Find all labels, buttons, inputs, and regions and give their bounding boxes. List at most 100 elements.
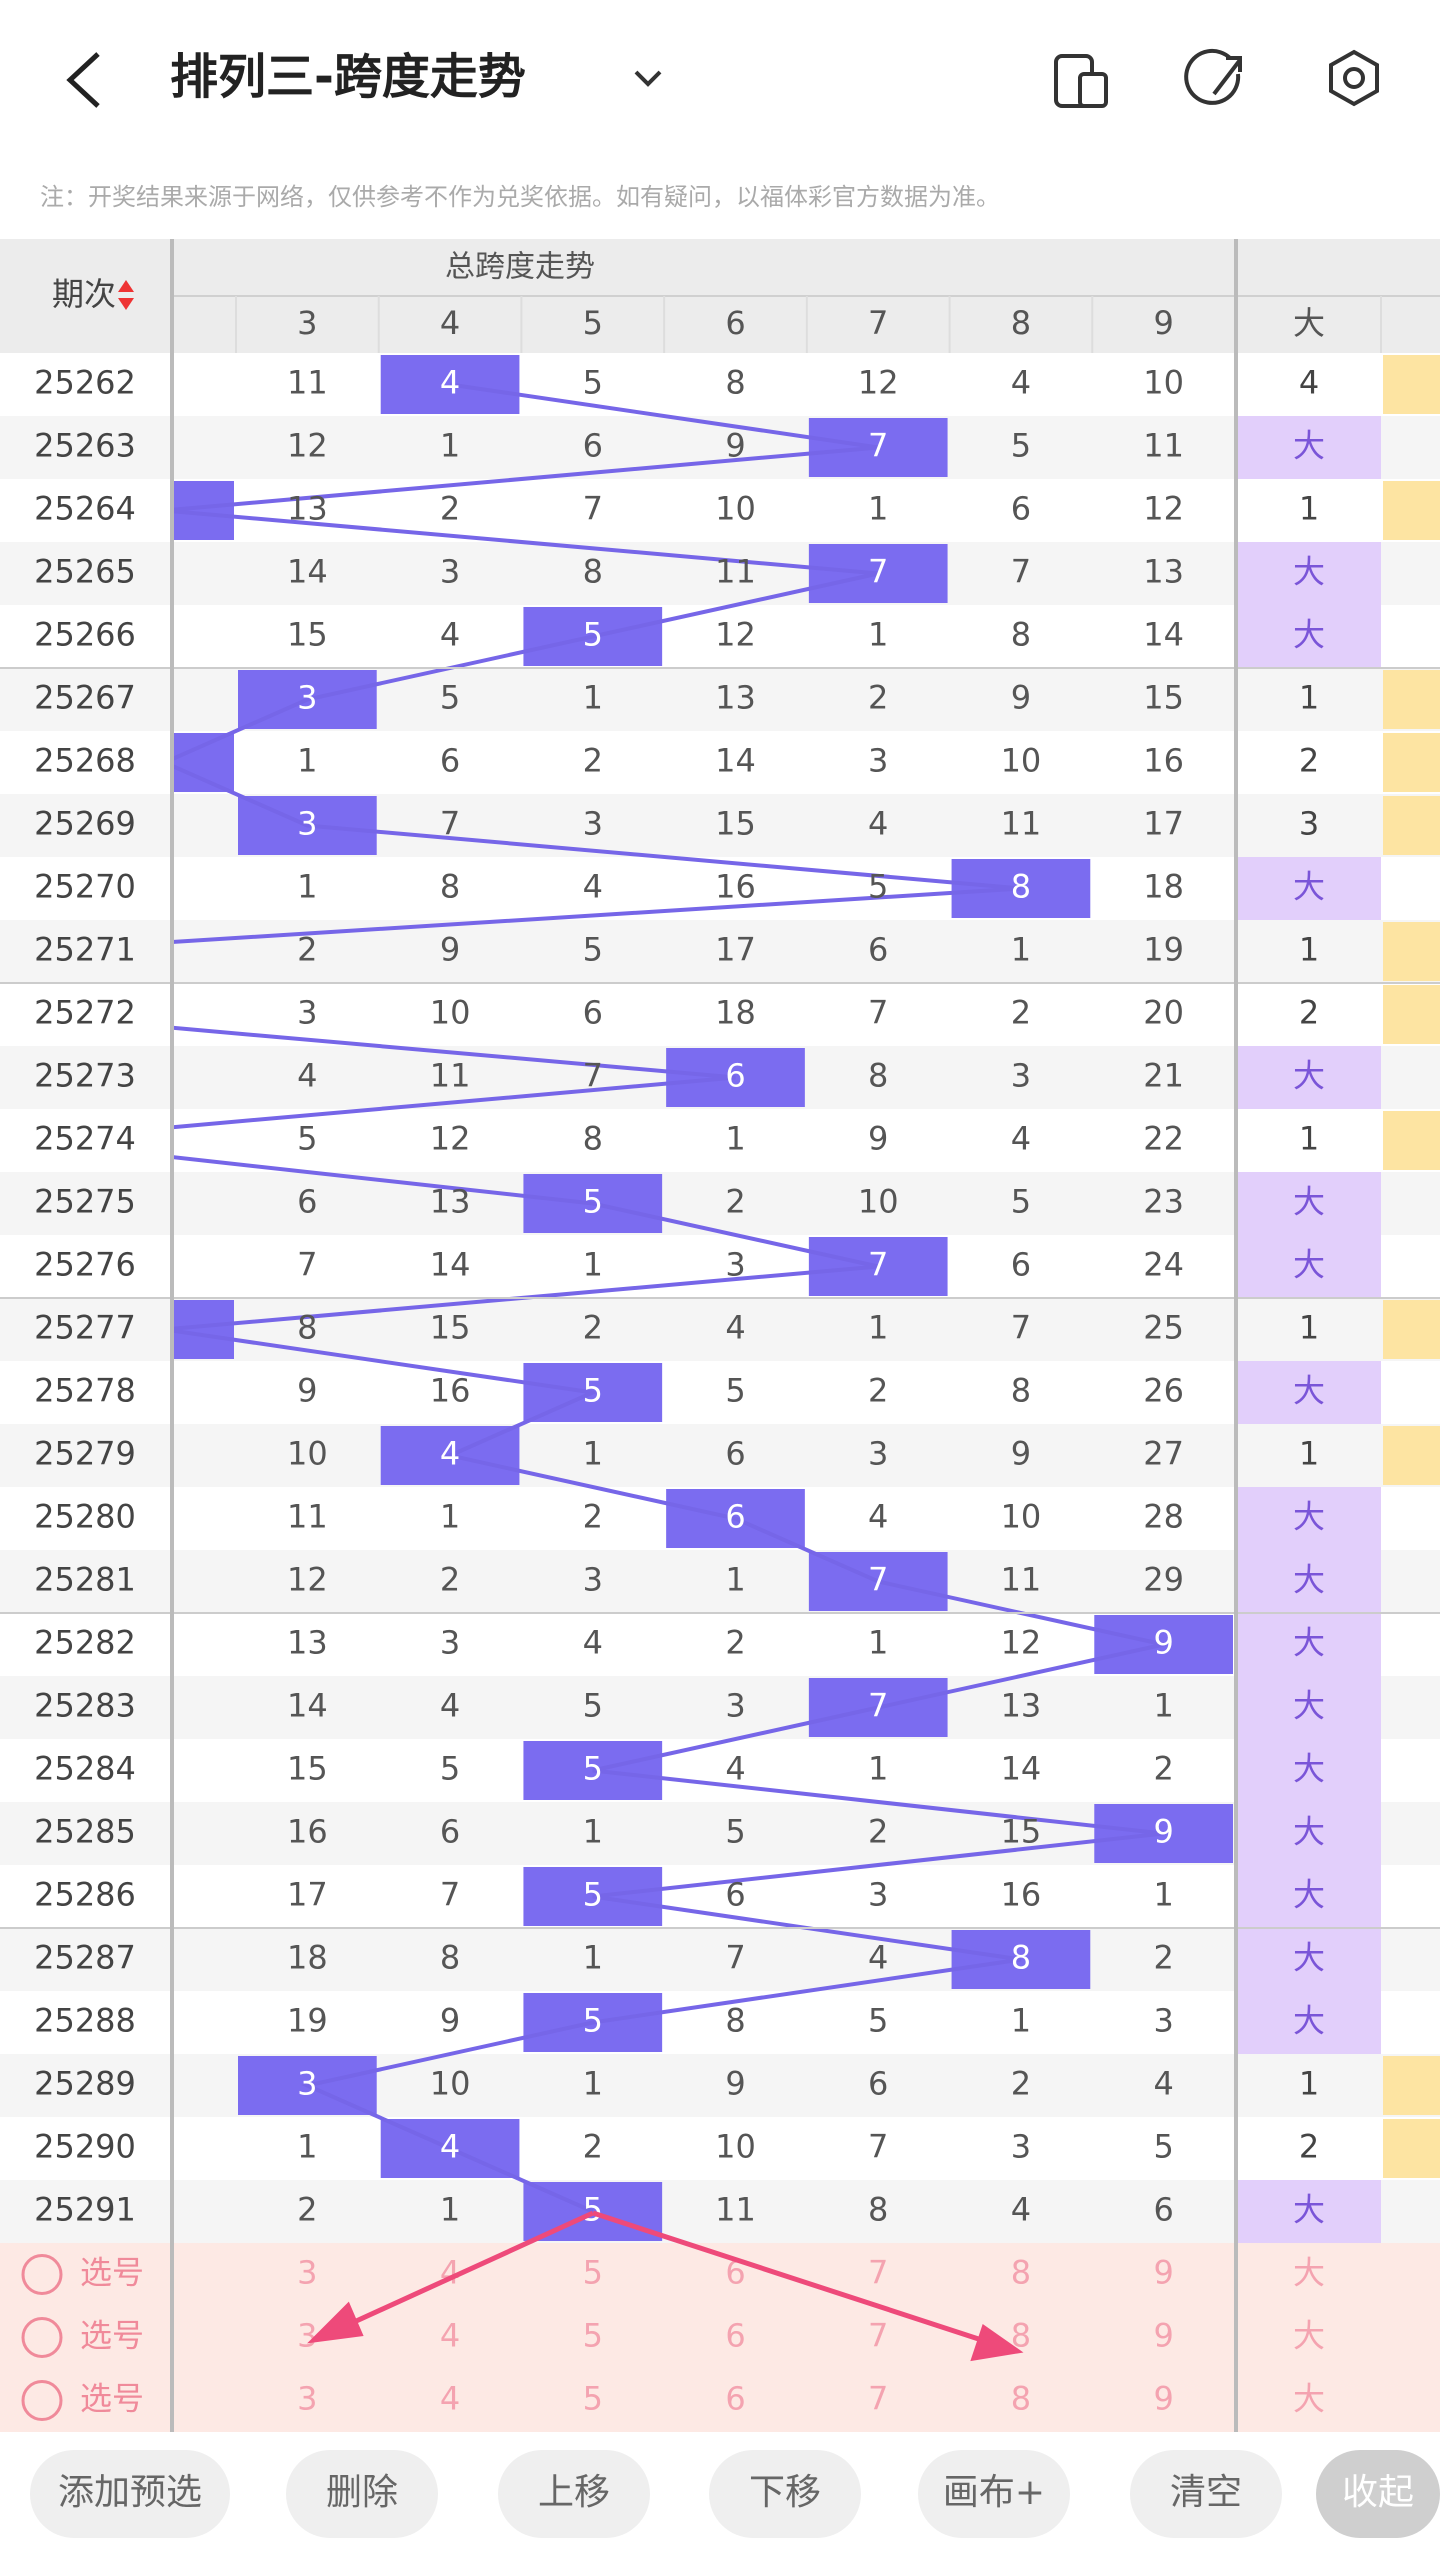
- dropdown[interactable]: [634, 70, 662, 87]
- period: 25280: [34, 1498, 136, 1536]
- cell-number: 11: [1143, 427, 1184, 465]
- button[interactable]: [1130, 2450, 1282, 2538]
- button[interactable]: [30, 2450, 230, 2538]
- last-cell: 大: [1293, 1372, 1325, 1410]
- period: 25291: [34, 2191, 136, 2229]
- period: 25270: [34, 868, 136, 906]
- button-label[interactable]: 收起: [1342, 2472, 1414, 2513]
- cell-number: 1: [1153, 1687, 1173, 1725]
- cell-number: 3: [725, 1246, 745, 1284]
- cell-number: 12: [287, 1561, 328, 1599]
- period: 25267: [34, 679, 136, 717]
- row-bg: [0, 2054, 1440, 2117]
- cell-number: 5: [725, 1372, 745, 1410]
- cell-number: 10: [287, 1435, 328, 1473]
- icon-settings[interactable]: [1329, 49, 1379, 107]
- cell-number: 1: [583, 1246, 603, 1284]
- button-label[interactable]: 下移: [749, 2472, 821, 2513]
- period: 25274: [34, 1120, 136, 1158]
- select-number: 8: [1011, 2380, 1031, 2418]
- cell-number: 26: [1143, 1372, 1184, 1410]
- cell-number: 6: [583, 427, 603, 465]
- cell-number: 4: [440, 1687, 460, 1725]
- last-cell: 大: [1293, 1624, 1325, 1662]
- cell-number: 4: [1153, 2065, 1173, 2103]
- hit-number: 3: [297, 679, 317, 717]
- big-cell: [1238, 1550, 1381, 1613]
- cell-number: 10: [858, 1183, 899, 1221]
- hit-number: 9: [1153, 1813, 1173, 1851]
- cell-number: 15: [287, 616, 328, 654]
- cell-number: 6: [725, 1435, 745, 1473]
- period: 25262: [34, 364, 136, 402]
- period-bg: [0, 1739, 171, 1802]
- select-last: 大: [1293, 2254, 1325, 2292]
- select-number: 5: [583, 2317, 603, 2355]
- cell-number: 6: [440, 1813, 460, 1851]
- period-bg: [0, 353, 171, 416]
- big-cell: [1238, 2180, 1381, 2243]
- hit-number: 5: [583, 616, 603, 654]
- cell-number: 1: [1011, 931, 1031, 969]
- cell-number: 1: [440, 427, 460, 465]
- last-cell: 2: [1299, 994, 1319, 1032]
- button-label[interactable]: 添加预选: [58, 2472, 202, 2513]
- cell-number: 8: [440, 868, 460, 906]
- button[interactable]: [1316, 2450, 1440, 2538]
- select-number: 9: [1153, 2317, 1173, 2355]
- cell-number: 27: [1143, 1435, 1184, 1473]
- cell-number: 19: [1143, 931, 1184, 969]
- cell-number: 11: [715, 553, 756, 591]
- row-bg: [0, 1424, 1440, 1487]
- button-label[interactable]: 删除: [326, 2472, 398, 2513]
- cell-number: 18: [287, 1939, 328, 1977]
- cell-number: 7: [583, 490, 603, 528]
- column-header: 3: [297, 304, 317, 342]
- back-button[interactable]: [66, 52, 100, 108]
- big-cell: [1238, 1991, 1381, 2054]
- button[interactable]: [709, 2450, 861, 2538]
- select-number: 7: [868, 2317, 888, 2355]
- last-cell: 大: [1293, 616, 1325, 654]
- last-cell: 大: [1293, 1183, 1325, 1221]
- cell-number: 1: [583, 2065, 603, 2103]
- button-label[interactable]: 清空: [1170, 2472, 1242, 2513]
- button[interactable]: [286, 2450, 438, 2538]
- cell-number: 21: [1143, 1057, 1184, 1095]
- cell-number: 1: [1153, 1876, 1173, 1914]
- cell-number: 12: [1143, 490, 1184, 528]
- cell-number: 2: [583, 1498, 603, 1536]
- last-cell: 2: [1299, 2128, 1319, 2166]
- cell-number: 4: [1011, 2191, 1031, 2229]
- period-bg: [0, 1424, 171, 1487]
- small-strip: [1383, 1426, 1440, 1485]
- cell-number: 14: [287, 1687, 328, 1725]
- icon-share[interactable]: [1184, 48, 1242, 105]
- last-cell: 1: [1299, 1309, 1319, 1347]
- cell-number: 24: [1143, 1246, 1184, 1284]
- cell-number: 8: [297, 1309, 317, 1347]
- cell-number: 6: [1011, 490, 1031, 528]
- row-bg: [0, 1991, 1440, 2054]
- select-bg: [0, 2369, 1440, 2432]
- button[interactable]: [918, 2450, 1070, 2538]
- cell-number: 6: [1011, 1246, 1031, 1284]
- cell-number: 13: [287, 490, 328, 528]
- cell-number: 5: [297, 1120, 317, 1158]
- button[interactable]: [498, 2450, 650, 2538]
- icon-device[interactable]: [1054, 54, 1108, 108]
- select-number: 3: [297, 2254, 317, 2292]
- hit-number: 5: [583, 1876, 603, 1914]
- hit-number: 5: [583, 1750, 603, 1788]
- cell-number: 23: [1143, 1183, 1184, 1221]
- period-bg: [0, 1550, 171, 1613]
- button-label[interactable]: 上移: [538, 2472, 610, 2513]
- cell-number: 5: [440, 679, 460, 717]
- hit-number: 6: [725, 1498, 745, 1536]
- hit-number: 9: [1153, 1624, 1173, 1662]
- button-label[interactable]: 画布+: [943, 2472, 1045, 2513]
- row-bg: [0, 605, 1440, 668]
- cell-number: 1: [868, 1750, 888, 1788]
- period-bg: [0, 1865, 171, 1928]
- period-bg: [0, 2054, 171, 2117]
